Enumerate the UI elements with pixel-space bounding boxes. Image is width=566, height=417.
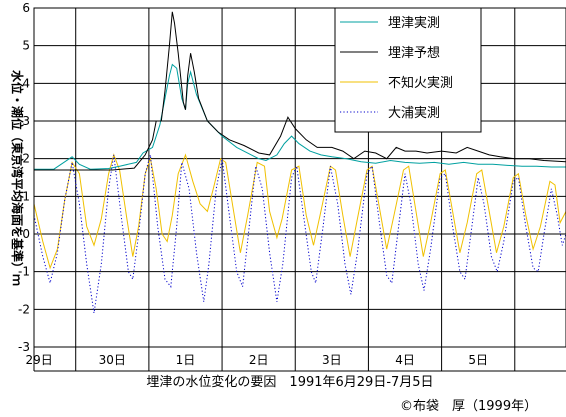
- y-tick-label: 3: [22, 114, 30, 128]
- x-tick-label: 2日: [249, 353, 269, 367]
- y-tick-label: 6: [22, 1, 30, 15]
- y-tick-label: 1: [22, 189, 30, 203]
- y-tick-label: 2: [22, 152, 30, 166]
- legend-label: 埋津予想: [388, 45, 440, 61]
- x-tick-label: 3日: [322, 353, 342, 367]
- series-line: [33, 154, 566, 314]
- x-tick-label: 30日: [99, 353, 126, 367]
- legend-box: [334, 7, 482, 133]
- y-tick-label: 5: [22, 39, 30, 53]
- x-tick-labels: 29日 30日 1日 2日 3日 4日 5日: [25, 353, 488, 367]
- x-axis-label: 埋津の水位変化の要因 1991年6月29日-7月5日: [146, 374, 433, 390]
- grid-lines: [33, 8, 566, 372]
- credit-text: ©布袋 厚（1999年）: [400, 399, 537, 414]
- legend-label: 大浦実測: [388, 105, 440, 121]
- legend-label: 埋津実測: [388, 15, 440, 31]
- y-tick-labels: -3 -2 -1 0 1 2 3 4 5 6: [18, 1, 30, 354]
- y-tick-label: -2: [18, 302, 30, 316]
- legend-label: 不知火実測: [388, 75, 453, 91]
- y-axis-label: 水位・潮位（東京湾平均海面を基準）ｍ: [10, 70, 25, 286]
- x-tick-label: 5日: [468, 353, 488, 367]
- y-tick-label: -1: [18, 265, 30, 279]
- x-tick-label: 1日: [176, 353, 196, 367]
- series-layer: [33, 11, 566, 314]
- y-tick-label: -3: [18, 340, 30, 354]
- x-tick-label: 29日: [25, 353, 52, 367]
- series-line: [34, 11, 566, 171]
- series-line: [33, 153, 566, 270]
- series-line: [34, 63, 566, 170]
- y-tick-label: 0: [22, 227, 30, 241]
- plot-frame: [33, 7, 566, 348]
- x-tick-label: 4日: [395, 353, 415, 367]
- y-tick-label: 4: [22, 76, 30, 90]
